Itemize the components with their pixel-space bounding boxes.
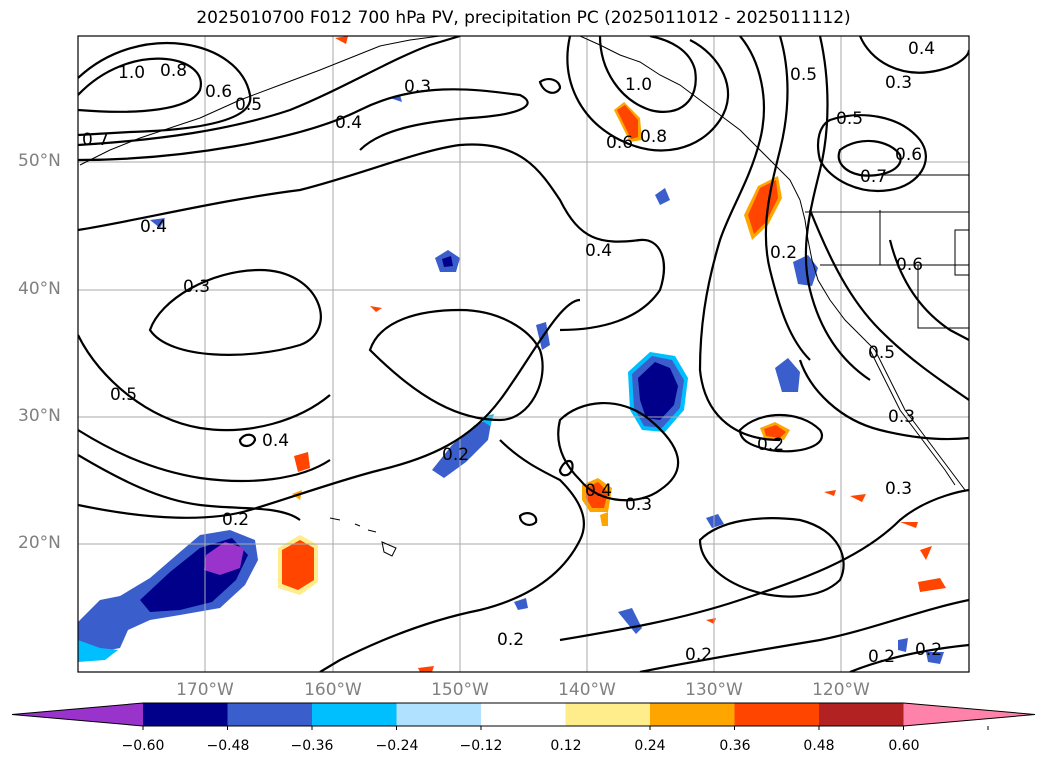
lat-label-20n: 20°N [18, 533, 61, 553]
colorbar [11, 702, 1036, 730]
contour-label: 0.6 [606, 133, 633, 153]
colorbar-segment [312, 703, 397, 726]
contour-label: 0.8 [160, 61, 187, 81]
contour-label: 0.2 [868, 647, 895, 667]
colorbar-tick: −0.24 [375, 738, 419, 754]
lat-label-40n: 40°N [18, 279, 61, 299]
colorbar-extend-high [903, 703, 1035, 726]
colorbar-segment [819, 703, 904, 726]
colorbar-tick: 0.24 [634, 738, 666, 754]
colorbar-segment [481, 703, 566, 726]
contour-label: 0.2 [442, 445, 469, 465]
colorbar-segment [143, 703, 228, 726]
contour-label: 0.4 [335, 113, 362, 133]
colorbar-tick: −0.12 [459, 738, 503, 754]
contour-label: 0.3 [625, 495, 652, 515]
contour-label: 0.2 [497, 630, 524, 650]
contour-label: 0.8 [640, 127, 667, 147]
lon-label-160w: 160°W [304, 680, 362, 700]
colorbar-extend-low [12, 703, 143, 726]
pv-contours [78, 36, 969, 672]
contour-labels: 1.0 0.8 0.6 0.5 0.7 0.4 0.3 0.4 0.3 0.5 … [82, 39, 942, 667]
contour-label: 0.3 [885, 479, 912, 499]
contour-label: 0.2 [770, 243, 797, 263]
contour-label: 0.3 [404, 77, 431, 97]
colorbar-segment [565, 703, 650, 726]
contour-label: 1.0 [625, 75, 652, 95]
contour-label: 0.2 [915, 640, 942, 660]
page-title: 2025010700 F012 700 hPa PV, precipitatio… [196, 8, 851, 28]
contour-label: 0.6 [895, 145, 922, 165]
lon-label-170w: 170°W [176, 680, 234, 700]
colorbar-segment [396, 703, 481, 726]
lon-label-150w: 150°W [431, 680, 489, 700]
colorbar-tick: 0.60 [888, 738, 920, 754]
contour-label: 0.3 [885, 73, 912, 93]
contour-label: 0.4 [585, 241, 612, 261]
colorbar-tick: 0.48 [803, 738, 835, 754]
contour-label: 1.0 [118, 63, 145, 83]
contour-label: 0.4 [908, 39, 935, 59]
lat-label-30n: 30°N [18, 406, 61, 426]
contour-label: 0.7 [860, 167, 887, 187]
lat-label-50n: 50°N [18, 151, 61, 171]
contour-label: 0.2 [685, 645, 712, 665]
colorbar-segment [227, 703, 312, 726]
contour-label: 0.4 [262, 431, 289, 451]
colorbar-tick: 0.12 [550, 738, 582, 754]
contour-label: 0.5 [868, 343, 895, 363]
map-frame [77, 35, 970, 673]
colorbar-tick: −0.60 [121, 738, 165, 754]
contour-label: 0.3 [888, 407, 915, 427]
colorbar-tick: −0.36 [290, 738, 334, 754]
colorbar-tick: −0.48 [206, 738, 250, 754]
contour-label: 0.3 [183, 277, 210, 297]
colorbar-segment [650, 703, 735, 726]
colorbar-segment [734, 703, 819, 726]
contour-label: 0.2 [222, 510, 249, 530]
coastlines [79, 36, 969, 557]
contour-label: 0.6 [205, 82, 232, 102]
lon-label-120w: 120°W [812, 680, 870, 700]
contour-label: 0.4 [585, 481, 612, 501]
contour-label: 0.5 [836, 109, 863, 129]
contour-label: 0.7 [82, 130, 109, 150]
lon-label-130w: 130°W [685, 680, 743, 700]
contour-label: 0.2 [757, 435, 784, 455]
lon-label-140w: 140°W [558, 680, 616, 700]
contour-label: 0.6 [896, 255, 923, 275]
contour-label: 0.5 [110, 385, 137, 405]
colorbar-tick: 0.36 [719, 738, 751, 754]
contour-label: 0.5 [790, 65, 817, 85]
contour-label: 0.4 [140, 217, 167, 237]
contour-label: 0.5 [235, 95, 262, 115]
